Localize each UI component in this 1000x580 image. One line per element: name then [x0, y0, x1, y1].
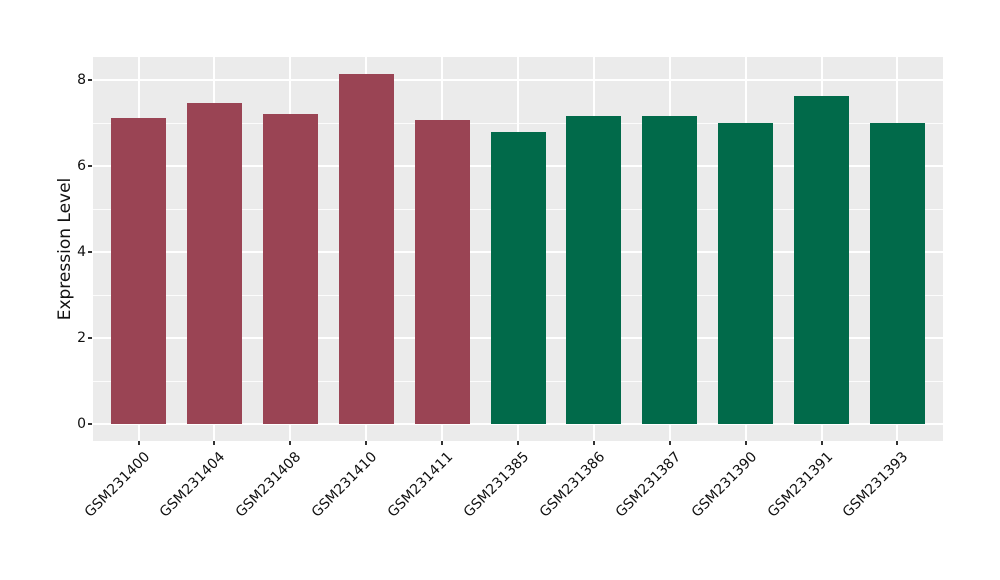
- x-tick-label: GSM231391: [764, 449, 836, 521]
- x-tick-mark: [365, 441, 368, 445]
- bar-GSM231404: [186, 103, 242, 424]
- y-tick-mark: [88, 250, 92, 253]
- bar-GSM231391: [794, 95, 850, 424]
- x-tick-label: GSM231387: [612, 449, 685, 521]
- y-tick-mark: [88, 422, 92, 425]
- x-tick-label: GSM231411: [384, 449, 457, 521]
- y-tick-label: 0: [77, 415, 86, 432]
- bar-GSM231408: [262, 114, 318, 424]
- x-tick-mark: [820, 441, 823, 445]
- y-tick-mark: [88, 336, 92, 339]
- y-tick-label: 8: [77, 71, 86, 88]
- x-tick-mark: [896, 441, 899, 445]
- bar-GSM231400: [111, 117, 167, 424]
- bar-GSM231393: [869, 123, 925, 424]
- x-tick-label: GSM231410: [308, 449, 381, 521]
- x-tick-label: GSM231385: [460, 449, 533, 521]
- bar-GSM231386: [566, 116, 622, 424]
- x-tick-mark: [517, 441, 519, 445]
- major-gridline: [93, 78, 943, 81]
- bar-GSM231411: [414, 119, 470, 424]
- x-tick-label: GSM231400: [81, 449, 153, 521]
- major-gridline: [93, 422, 943, 425]
- x-tick-label: GSM231390: [688, 449, 760, 521]
- y-tick-label: 6: [77, 157, 86, 174]
- x-tick-mark: [289, 441, 292, 445]
- bar-GSM231390: [718, 123, 774, 424]
- y-tick-mark: [88, 78, 92, 81]
- bar-GSM231385: [490, 132, 546, 424]
- x-tick-mark: [744, 441, 747, 445]
- x-tick-label: GSM231393: [840, 449, 912, 521]
- y-tick-mark: [88, 164, 92, 167]
- y-tick-label: 4: [77, 243, 86, 260]
- x-tick-label: GSM231404: [157, 449, 229, 521]
- x-tick-mark: [213, 441, 216, 445]
- x-tick-mark: [668, 441, 671, 445]
- y-tick-label: 2: [77, 329, 86, 346]
- x-tick-label: GSM231408: [233, 449, 305, 521]
- x-tick-label: GSM231386: [536, 449, 609, 521]
- plot-panel: [93, 57, 943, 441]
- x-tick-mark: [592, 441, 595, 445]
- x-tick-mark: [137, 441, 140, 445]
- bar-GSM231410: [338, 74, 394, 424]
- bar-GSM231387: [642, 116, 698, 424]
- minor-gridline: [93, 122, 943, 124]
- x-tick-mark: [441, 441, 444, 445]
